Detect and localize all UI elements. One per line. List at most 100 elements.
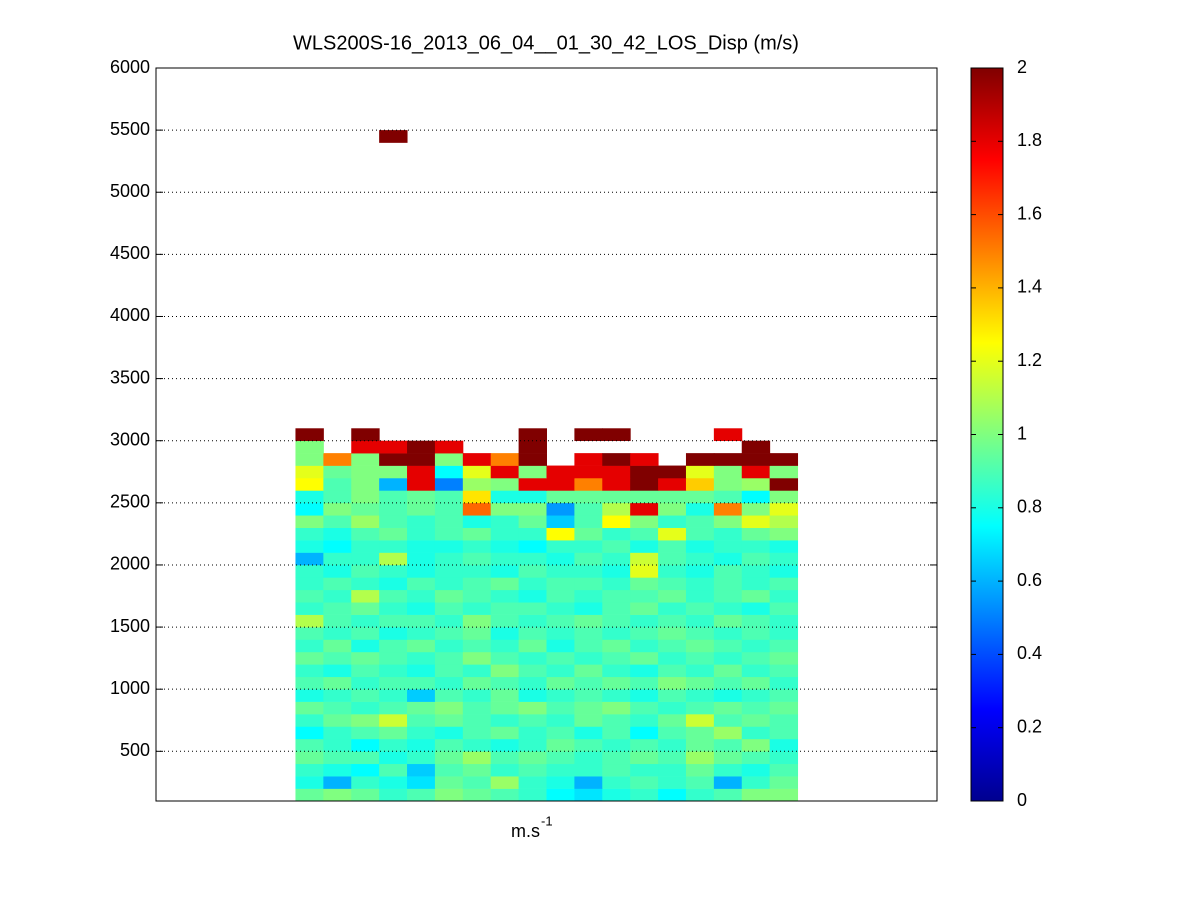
heatmap-cell xyxy=(518,477,547,491)
heatmap-cell xyxy=(407,689,436,702)
heatmap-cell xyxy=(602,726,631,740)
heatmap-cell xyxy=(323,664,352,678)
heatmap-cell xyxy=(379,726,408,740)
heatmap-cell xyxy=(462,589,492,603)
heatmap-cell xyxy=(490,602,520,615)
heatmap-cell xyxy=(379,602,408,615)
heatmap-cell xyxy=(602,689,631,702)
heatmap-cell xyxy=(295,515,324,528)
heatmap-cell xyxy=(713,602,743,615)
heatmap-cell xyxy=(713,738,743,752)
heatmap-cell xyxy=(407,502,436,516)
heatmap-cell xyxy=(741,614,771,628)
heatmap-cell xyxy=(490,465,520,479)
y-tick-label: 3500 xyxy=(110,367,150,387)
heatmap-cell xyxy=(434,440,464,454)
heatmap-cell xyxy=(518,440,547,454)
heatmap-cell xyxy=(379,552,408,566)
heatmap-cell xyxy=(379,651,408,665)
heatmap-cell xyxy=(658,515,687,528)
heatmap-cell xyxy=(685,689,715,702)
heatmap-cell xyxy=(434,527,464,541)
colorbar xyxy=(970,67,1004,802)
heatmap-cell xyxy=(295,540,324,553)
heatmap-cell xyxy=(658,651,687,665)
heatmap-cell xyxy=(546,502,575,516)
heatmap-cell xyxy=(713,477,743,491)
heatmap-cell xyxy=(630,639,659,653)
heatmap-cell xyxy=(574,751,603,765)
heatmap-cell xyxy=(462,726,492,740)
heatmap-cell xyxy=(685,564,715,578)
heatmap-cell xyxy=(295,428,324,442)
heatmap-cell xyxy=(323,738,352,752)
heatmap-cell xyxy=(741,577,771,591)
heatmap-cell xyxy=(518,627,547,640)
heatmap-cell xyxy=(490,589,520,603)
heatmap-cell xyxy=(379,564,408,578)
heatmap-cell xyxy=(295,651,324,665)
colorbar-tick-label: 1.8 xyxy=(1017,130,1042,150)
heatmap-cell xyxy=(518,490,547,504)
heatmap-cell xyxy=(462,465,492,479)
heatmap-cell xyxy=(323,552,352,566)
heatmap-cell xyxy=(713,639,743,653)
heatmap-cell xyxy=(546,676,575,690)
heatmap-cell xyxy=(741,502,771,516)
heatmap-cell xyxy=(295,776,324,789)
heatmap-cell xyxy=(462,751,492,765)
heatmap-cell xyxy=(490,738,520,752)
heatmap-cell xyxy=(379,639,408,653)
heatmap-cell xyxy=(295,453,324,466)
heatmap-cell xyxy=(685,676,715,690)
heatmap-cell xyxy=(741,440,771,454)
heatmap-cell xyxy=(295,490,324,504)
heatmap-cell xyxy=(295,614,324,628)
heatmap-cell xyxy=(434,776,464,789)
heatmap-cell xyxy=(546,577,575,591)
heatmap-cell xyxy=(741,701,771,715)
colorbar-tick-label: 1 xyxy=(1017,423,1027,443)
heatmap-cell xyxy=(658,564,687,578)
heatmap-cell xyxy=(462,788,492,802)
heatmap-cell xyxy=(351,527,380,541)
heatmap-cell xyxy=(351,589,380,603)
heatmap-cell xyxy=(379,776,408,789)
heatmap-cell xyxy=(741,689,771,702)
heatmap-cell xyxy=(323,453,352,466)
plot-frame xyxy=(155,67,938,802)
heatmap-cell xyxy=(630,540,659,553)
heatmap-cell xyxy=(713,527,743,541)
heatmap-cell xyxy=(351,639,380,653)
heatmap-cell xyxy=(462,614,492,628)
heatmap-cell xyxy=(546,602,575,615)
heatmap-cell xyxy=(407,788,436,802)
heatmap-cell xyxy=(741,751,771,765)
x-axis-label-superscript: -1 xyxy=(541,813,553,828)
heatmap-cell xyxy=(351,701,380,715)
heatmap-cell xyxy=(490,714,520,727)
heatmap-cell xyxy=(574,676,603,690)
heatmap-cell xyxy=(546,726,575,740)
heatmap-cell xyxy=(685,751,715,765)
heatmap-cell xyxy=(602,751,631,765)
heatmap-cell xyxy=(602,490,631,504)
heatmap-cell xyxy=(407,776,436,789)
heatmap-cell xyxy=(602,639,631,653)
heatmap-cell xyxy=(379,751,408,765)
heatmap-cell xyxy=(518,577,547,591)
heatmap-cell xyxy=(769,788,799,802)
heatmap-cell xyxy=(351,602,380,615)
heatmap-cell xyxy=(351,776,380,789)
heatmap-cell xyxy=(685,540,715,553)
heatmap-cell xyxy=(490,577,520,591)
heatmap-cell xyxy=(769,639,799,653)
heatmap-cell xyxy=(351,689,380,702)
heatmap-cell xyxy=(379,788,408,802)
heatmap-cell xyxy=(434,540,464,553)
heatmap-cell xyxy=(295,738,324,752)
heatmap-cell xyxy=(574,602,603,615)
heatmap-cell xyxy=(407,515,436,528)
heatmap-cell xyxy=(602,527,631,541)
heatmap-cell xyxy=(462,515,492,528)
